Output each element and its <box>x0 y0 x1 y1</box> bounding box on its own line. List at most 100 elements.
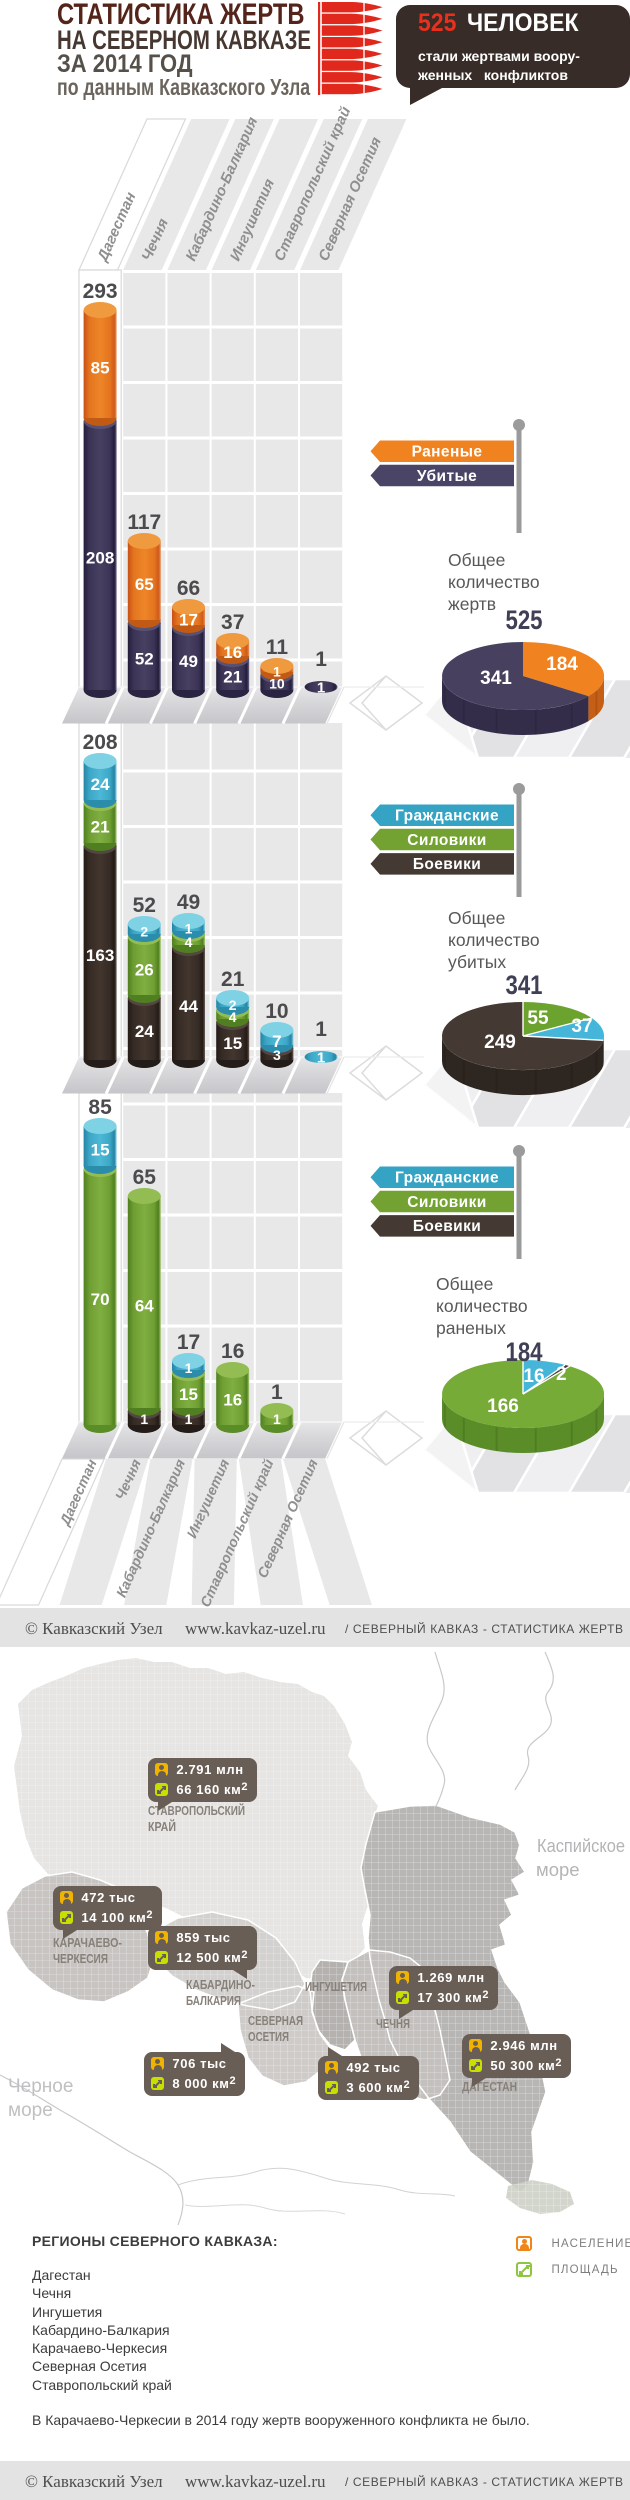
svg-text:208: 208 <box>83 731 118 754</box>
svg-text:СТАВРОПОЛЬСКИЙ: СТАВРОПОЛЬСКИЙ <box>148 1803 245 1818</box>
svg-text:17: 17 <box>177 1331 200 1354</box>
svg-text:26: 26 <box>135 961 154 980</box>
svg-text:1: 1 <box>315 1018 327 1041</box>
svg-text:жертв: жертв <box>448 594 496 614</box>
svg-text:Общее: Общее <box>448 550 505 570</box>
svg-text:раненых: раненых <box>436 1318 506 1338</box>
svg-text:10: 10 <box>269 676 285 692</box>
svg-text:Убитые: Убитые <box>417 468 477 485</box>
svg-text:1: 1 <box>185 1360 193 1376</box>
svg-text:341: 341 <box>506 970 543 1000</box>
svg-text:www.kavkaz-uzel.ru: www.kavkaz-uzel.ru <box>185 2472 326 2491</box>
svg-text:1: 1 <box>185 1411 193 1427</box>
svg-text:17: 17 <box>179 611 198 630</box>
svg-text:16: 16 <box>523 1366 544 1387</box>
svg-text:Боевики: Боевики <box>413 856 481 873</box>
svg-text:37: 37 <box>571 1016 592 1037</box>
svg-text:163: 163 <box>86 946 114 965</box>
svg-text:© Кавказский Узел: © Кавказский Узел <box>25 2472 163 2491</box>
svg-text:2: 2 <box>140 924 148 940</box>
svg-text:52: 52 <box>133 894 156 917</box>
svg-text:52: 52 <box>135 650 154 669</box>
svg-text:количество: количество <box>448 930 540 950</box>
svg-text:3: 3 <box>273 1047 281 1063</box>
svg-text:184: 184 <box>506 1337 543 1367</box>
svg-text:7: 7 <box>272 1032 281 1051</box>
svg-text:море: море <box>536 1859 580 1880</box>
svg-text:293: 293 <box>83 280 118 303</box>
svg-text:ЧЕЧНЯ: ЧЕЧНЯ <box>376 2017 410 2031</box>
svg-text:16: 16 <box>221 1340 244 1363</box>
svg-text:1: 1 <box>185 921 193 937</box>
svg-text:15: 15 <box>179 1385 198 1404</box>
svg-text:49: 49 <box>179 652 198 671</box>
svg-text:184: 184 <box>546 654 578 675</box>
svg-text:2: 2 <box>556 1364 567 1385</box>
svg-text:55: 55 <box>527 1008 549 1029</box>
svg-text:117: 117 <box>127 511 161 534</box>
svg-text:166: 166 <box>487 1396 519 1417</box>
svg-text:249: 249 <box>484 1032 516 1053</box>
svg-text:2: 2 <box>229 997 237 1013</box>
svg-text:15: 15 <box>223 1034 242 1053</box>
svg-text:убитых: убитых <box>448 952 506 972</box>
svg-text:Гражданские: Гражданские <box>395 808 499 825</box>
svg-text:10: 10 <box>265 1000 288 1023</box>
svg-text:1: 1 <box>317 1049 325 1066</box>
svg-text:1: 1 <box>273 664 281 680</box>
svg-text:24: 24 <box>135 1022 154 1041</box>
svg-text:24: 24 <box>91 775 110 794</box>
svg-text:www.kavkaz-uzel.ru: www.kavkaz-uzel.ru <box>185 1619 326 1638</box>
svg-text:Силовики: Силовики <box>407 1194 486 1211</box>
svg-text:66: 66 <box>177 577 200 600</box>
svg-text:4: 4 <box>229 1009 237 1025</box>
svg-text:21: 21 <box>223 668 242 687</box>
svg-text:64: 64 <box>135 1297 154 1316</box>
svg-text:/ СЕВЕРНЫЙ КАВКАЗ - СТАТИСТИК: / СЕВЕРНЫЙ КАВКАЗ - СТАТИСТИКА ЖЕРТВ <box>345 2474 624 2489</box>
svg-text:11: 11 <box>266 636 289 659</box>
svg-text:4: 4 <box>185 934 193 950</box>
svg-text:37: 37 <box>221 611 244 634</box>
svg-text:КРАЙ: КРАЙ <box>148 1819 176 1834</box>
svg-text:море: море <box>8 2100 53 2121</box>
svg-text:Силовики: Силовики <box>407 832 486 849</box>
svg-text:21: 21 <box>91 818 110 837</box>
svg-text:Черное: Черное <box>8 2076 73 2097</box>
svg-text:ДАГЕСТАН: ДАГЕСТАН <box>462 2080 517 2094</box>
svg-text:16: 16 <box>223 1391 242 1410</box>
svg-text:65: 65 <box>133 1166 157 1189</box>
svg-text:количество: количество <box>448 572 540 592</box>
svg-text:Общее: Общее <box>436 1274 493 1294</box>
svg-text:49: 49 <box>177 891 200 914</box>
svg-text:/ СЕВЕРНЫЙ КАВКАЗ - СТАТИСТИК: / СЕВЕРНЫЙ КАВКАЗ - СТАТИСТИКА ЖЕРТВ <box>345 1621 624 1636</box>
svg-text:количество: количество <box>436 1296 528 1316</box>
svg-text:Боевики: Боевики <box>413 1218 481 1235</box>
svg-text:ЧЕРКЕСИЯ: ЧЕРКЕСИЯ <box>53 1952 108 1966</box>
svg-text:1: 1 <box>271 1381 283 1404</box>
svg-text:1: 1 <box>273 1411 281 1427</box>
svg-text:16: 16 <box>223 643 242 662</box>
svg-text:БАЛКАРИЯ: БАЛКАРИЯ <box>186 1994 241 2008</box>
svg-text:85: 85 <box>88 1096 112 1119</box>
svg-text:15: 15 <box>91 1141 110 1160</box>
svg-text:Гражданские: Гражданские <box>395 1170 499 1187</box>
svg-text:525: 525 <box>506 605 543 635</box>
svg-text:21: 21 <box>221 968 245 991</box>
svg-text:Каспийское: Каспийское <box>537 1835 625 1856</box>
svg-text:44: 44 <box>179 997 198 1016</box>
svg-text:ИНГУШЕТИЯ: ИНГУШЕТИЯ <box>305 1980 367 1994</box>
svg-text:70: 70 <box>91 1290 110 1309</box>
svg-text:КАРАЧАЕВО-: КАРАЧАЕВО- <box>53 1936 122 1950</box>
svg-text:85: 85 <box>91 359 110 378</box>
svg-text:1: 1 <box>315 648 327 671</box>
svg-text:Общее: Общее <box>448 908 505 928</box>
svg-text:208: 208 <box>86 549 114 568</box>
svg-text:65: 65 <box>135 575 154 594</box>
svg-text:© Кавказский Узел: © Кавказский Узел <box>25 1619 163 1638</box>
svg-text:341: 341 <box>480 668 512 689</box>
svg-text:СЕВЕРНАЯ: СЕВЕРНАЯ <box>248 2014 303 2028</box>
svg-text:КАБАРДИНО-: КАБАРДИНО- <box>186 1978 255 1992</box>
svg-text:1: 1 <box>140 1411 148 1427</box>
svg-text:1: 1 <box>317 679 325 696</box>
svg-text:ОСЕТИЯ: ОСЕТИЯ <box>248 2030 289 2044</box>
